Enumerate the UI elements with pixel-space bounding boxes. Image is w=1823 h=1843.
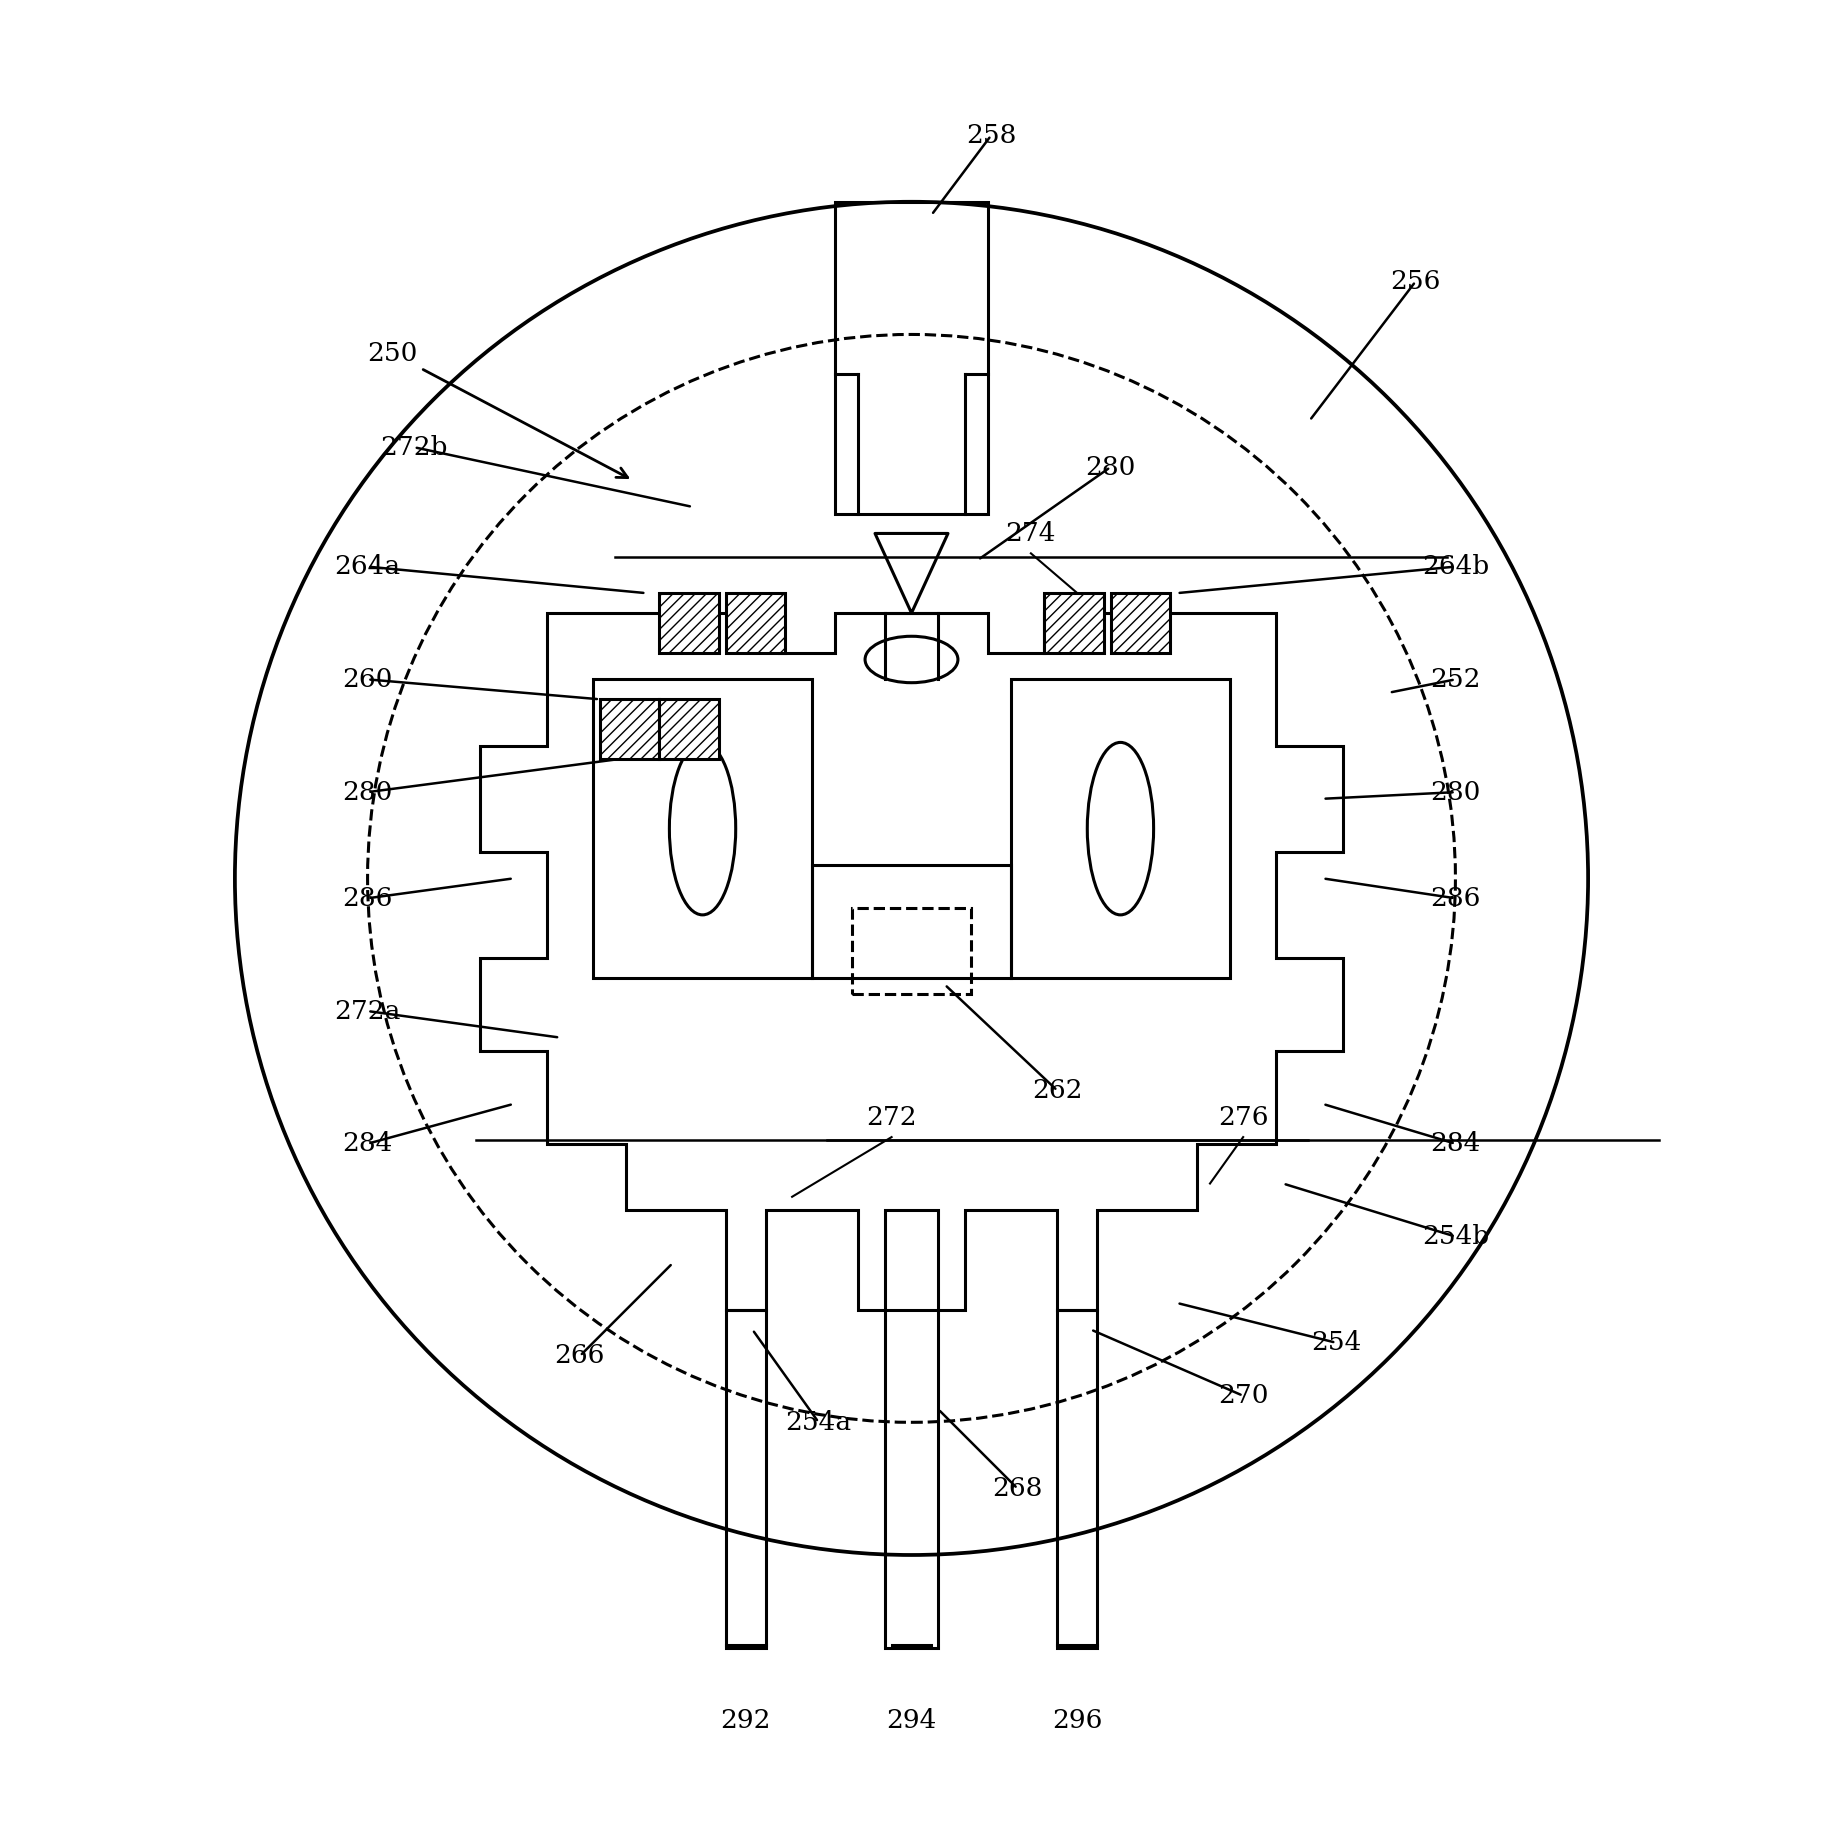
Text: 284: 284: [1431, 1132, 1480, 1156]
Text: 286: 286: [343, 886, 392, 910]
Text: 250: 250: [368, 341, 627, 477]
Text: 272: 272: [866, 1104, 917, 1130]
Text: 258: 258: [966, 123, 1015, 147]
Polygon shape: [1045, 593, 1105, 652]
Text: 254: 254: [1311, 1331, 1362, 1355]
Polygon shape: [660, 593, 718, 652]
Polygon shape: [1110, 593, 1170, 652]
Text: 266: 266: [554, 1344, 605, 1369]
Text: 254b: 254b: [1422, 1224, 1489, 1250]
Text: 254a: 254a: [786, 1410, 851, 1436]
Polygon shape: [479, 614, 1344, 1310]
Text: 280: 280: [343, 780, 392, 805]
Text: 280: 280: [1085, 455, 1136, 479]
Text: 286: 286: [1431, 886, 1480, 910]
Text: 274: 274: [1006, 522, 1056, 546]
Text: 276: 276: [1218, 1104, 1269, 1130]
Text: 262: 262: [1032, 1078, 1083, 1104]
Bar: [851, 909, 972, 995]
Text: 294: 294: [886, 1708, 937, 1732]
Polygon shape: [660, 698, 718, 759]
Text: 268: 268: [992, 1476, 1043, 1502]
Text: 296: 296: [1052, 1708, 1103, 1732]
Text: 256: 256: [1391, 269, 1440, 293]
Text: 270: 270: [1218, 1384, 1269, 1408]
Text: 260: 260: [343, 667, 392, 691]
Text: 252: 252: [1431, 667, 1480, 691]
Text: 264a: 264a: [334, 555, 401, 579]
Polygon shape: [600, 698, 660, 759]
Text: 272a: 272a: [334, 999, 401, 1023]
Text: 272b: 272b: [381, 435, 448, 459]
Text: 292: 292: [720, 1708, 771, 1732]
Text: 264b: 264b: [1422, 555, 1489, 579]
Polygon shape: [726, 593, 786, 652]
Text: 280: 280: [1431, 780, 1480, 805]
Text: 284: 284: [343, 1132, 392, 1156]
